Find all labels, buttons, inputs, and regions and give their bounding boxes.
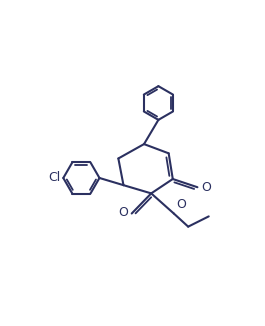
Text: Cl: Cl bbox=[48, 171, 61, 185]
Text: O: O bbox=[201, 181, 211, 194]
Text: O: O bbox=[176, 199, 186, 212]
Text: O: O bbox=[118, 206, 128, 219]
